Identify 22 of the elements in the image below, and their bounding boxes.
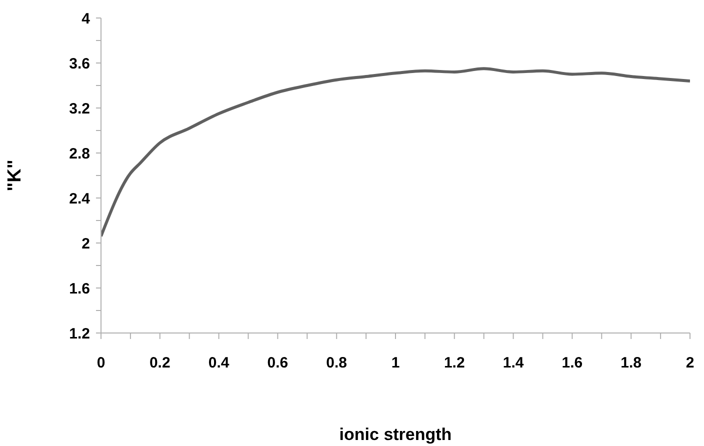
y-tick-label: 4 — [82, 10, 91, 28]
y-tick-label: 1.6 — [69, 280, 90, 298]
x-tick-label: 1.8 — [620, 354, 642, 372]
x-tick-label: 0 — [96, 354, 106, 372]
y-tick-label: 2.8 — [69, 145, 90, 162]
x-axis-title: ionic strength — [339, 425, 452, 444]
x-tick-label: 0.4 — [208, 354, 230, 372]
x-tick-label: 0.8 — [326, 354, 348, 372]
y-tick-label: 3.2 — [69, 100, 90, 118]
y-tick-label: 2.4 — [69, 190, 91, 208]
y-tick-label: 1.2 — [69, 325, 90, 342]
x-tick-label: 1.4 — [502, 354, 524, 372]
y-tick-label: 3.6 — [69, 55, 90, 72]
y-axis-title: "K" — [4, 160, 26, 192]
x-tick-label: 1.6 — [562, 354, 583, 372]
x-tick-label: 2 — [686, 354, 694, 372]
x-tick-label: 1 — [391, 354, 400, 372]
x-tick-label: 0.2 — [149, 354, 170, 372]
x-tick-label: 0.6 — [267, 354, 288, 372]
y-tick-label: 2 — [82, 235, 90, 252]
line-series — [101, 67, 690, 238]
x-tick-label: 1.2 — [444, 354, 465, 372]
